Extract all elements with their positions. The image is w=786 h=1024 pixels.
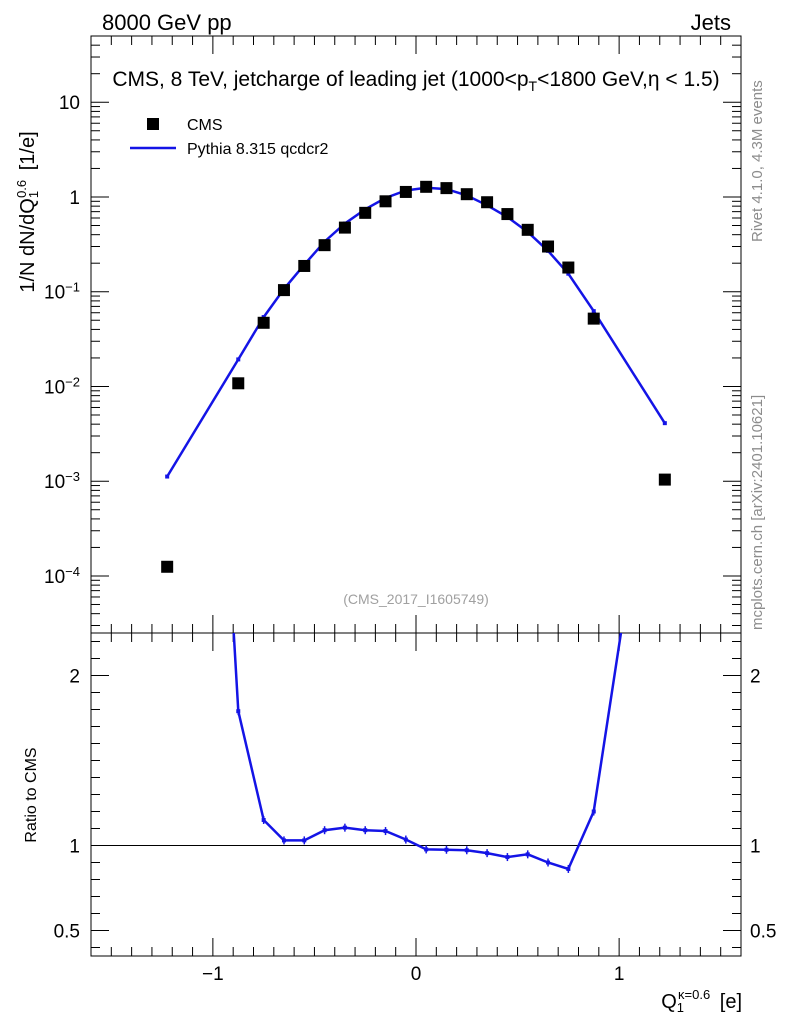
pythia-point <box>165 474 170 479</box>
y-tick-label: 10−3 <box>44 469 80 493</box>
legend-pythia-label: Pythia 8.315 qcdcr2 <box>187 141 329 158</box>
y-tick-label: 10−1 <box>44 280 80 304</box>
cms-data-point <box>440 182 453 195</box>
mcplots-label: mcplots.cern.ch [arXiv:2401.10621] <box>749 395 766 630</box>
cms-data-point <box>338 221 351 234</box>
plot-title: CMS, 8 TeV, jetcharge of leading jet (10… <box>112 68 719 94</box>
header-process-label: Jets <box>691 10 731 35</box>
x-tick-label: 0 <box>411 964 422 985</box>
cms-data-point <box>298 259 311 272</box>
ratio-y-tick-label: 2 <box>69 667 80 688</box>
cms-data-point <box>379 195 392 208</box>
cms-data-point <box>460 188 473 201</box>
cms-data-point <box>161 560 174 573</box>
cms-data-point <box>232 377 245 390</box>
ratio-y-tick-label: 0.5 <box>54 922 80 943</box>
cms-data-point <box>359 206 372 219</box>
y-tick-label: 10−4 <box>44 564 80 588</box>
analysis-watermark: (CMS_2017_I1605749) <box>343 591 489 607</box>
ratio-line <box>232 633 623 871</box>
cms-data-point <box>277 284 290 297</box>
pythia-point <box>236 357 241 362</box>
cms-data-point <box>481 196 494 209</box>
pythia-line <box>166 186 666 478</box>
cms-data-point <box>658 473 671 486</box>
cms-data-point <box>521 223 534 236</box>
ratio-y-tick-label-right: 2 <box>750 667 761 688</box>
ratio-y-axis-title: Ratio to CMS <box>23 747 40 842</box>
x-tick-label: −1 <box>202 964 224 985</box>
legend-cms-label: CMS <box>187 117 223 134</box>
ratio-y-tick-label-right: 1 <box>750 837 761 858</box>
pythia-point <box>591 309 596 314</box>
pythia-point <box>566 271 571 276</box>
ratio-point <box>663 344 667 348</box>
ratio-y-tick-label-right: 0.5 <box>750 922 776 943</box>
x-tick-label: 1 <box>614 964 625 985</box>
cms-data-point <box>542 240 555 253</box>
cms-data-point <box>318 239 331 252</box>
cms-data-point <box>562 261 575 274</box>
cms-data-point <box>399 185 412 198</box>
pythia-point <box>662 421 667 426</box>
cms-data-point <box>257 316 270 329</box>
ratio-plot-frame <box>90 632 742 957</box>
x-axis-title: Q1κ=0.6 [e] <box>661 987 742 1015</box>
ratio-y-tick-label: 1 <box>69 837 80 858</box>
main-y-axis-title: 1/N dN/dQ10.6 [1/e] <box>14 131 41 292</box>
header-collision-label: 8000 GeV pp <box>102 10 232 35</box>
y-tick-label: 1 <box>69 188 80 209</box>
cms-data-point <box>420 180 433 193</box>
legend-cms-marker <box>147 118 159 130</box>
y-tick-label: 10 <box>59 93 80 114</box>
cms-data-point <box>587 312 600 325</box>
rivet-version-label: Rivet 4.1.0, 4.3M events <box>749 80 766 242</box>
legend: CMS Pythia 8.315 qcdcr2 <box>130 117 329 158</box>
y-tick-label: 10−2 <box>44 374 80 398</box>
cms-data-point <box>501 208 514 221</box>
